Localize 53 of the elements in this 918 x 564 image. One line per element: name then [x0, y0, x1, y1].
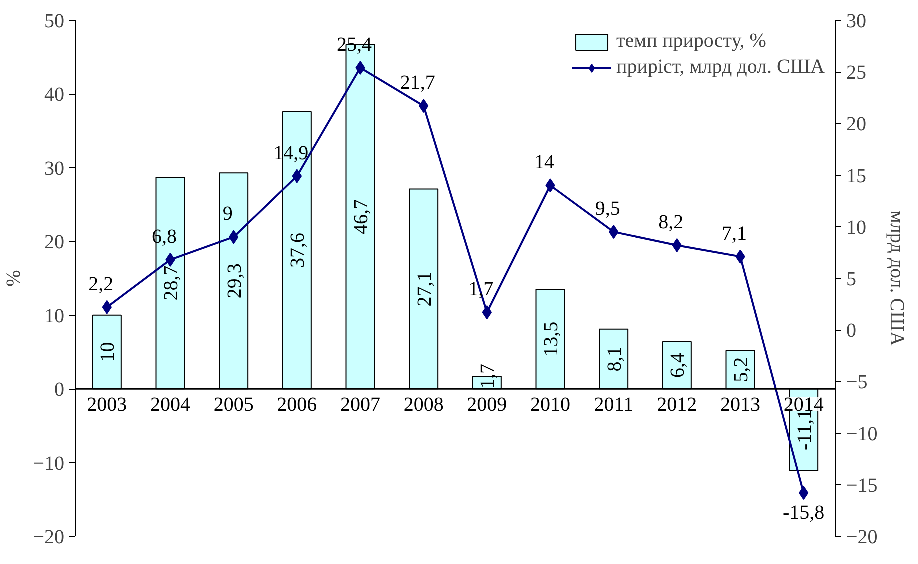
data-label: 9	[222, 203, 233, 226]
data-label: 6,4	[667, 352, 690, 378]
y-tick-label: 0	[54, 379, 64, 402]
x-tick-label: 2013	[720, 394, 760, 416]
y-tick-label: 50	[44, 10, 64, 32]
y2-tick-label: 5	[846, 268, 856, 290]
y2-tick-label: 10	[846, 216, 866, 239]
x-tick-label: 2005	[214, 394, 254, 416]
data-label: -15,8	[783, 502, 825, 524]
data-label: 5,2	[730, 357, 752, 382]
x-tick-label: 2008	[404, 394, 444, 416]
y-axis-title: %	[3, 270, 26, 287]
x-tick-label: 2007	[340, 394, 380, 416]
y-tick-label: 30	[44, 158, 64, 180]
data-label: 27,1	[414, 272, 436, 307]
data-label: 29,3	[224, 264, 246, 299]
legend-label: темп приросту, %	[616, 30, 766, 53]
data-label: 37,6	[287, 232, 310, 268]
y2-axis-title: млрд дол. США	[886, 210, 908, 347]
y2-tick-label: 15	[846, 165, 866, 188]
y-tick-label: 20	[44, 232, 64, 254]
y2-tick-label: −20	[846, 526, 878, 548]
data-label: 14	[534, 152, 554, 174]
data-label: 7,1	[722, 222, 747, 245]
data-label: 8,2	[658, 211, 684, 234]
legend-label: приріст, млрд дол. США	[616, 56, 825, 79]
data-label: 46,7	[350, 199, 372, 234]
y2-tick-label: −5	[846, 372, 868, 394]
x-tick-label: 2012	[657, 394, 698, 416]
y-tick-label: −20	[33, 526, 64, 548]
x-tick-label: 2006	[277, 394, 318, 416]
data-label: 9,5	[595, 198, 620, 220]
data-label: 10	[97, 342, 120, 362]
y-tick-label: 40	[44, 84, 64, 106]
y2-tick-label: −10	[846, 423, 878, 446]
y-tick-label: −10	[33, 452, 64, 475]
y-tick-label: 10	[44, 305, 64, 328]
x-tick-label: 2010	[530, 394, 570, 416]
data-label: -11,1	[794, 410, 816, 450]
data-label: 21,7	[400, 72, 436, 94]
data-label: 2,2	[88, 273, 114, 296]
x-tick-label: 2011	[594, 394, 634, 416]
x-tick-label: 2009	[467, 394, 508, 416]
y2-tick-label: 20	[846, 114, 866, 136]
y2-tick-label: −15	[846, 474, 878, 497]
data-label: 28,7	[160, 266, 182, 301]
x-tick-label: 2003	[87, 394, 128, 416]
y2-tick-label: 30	[846, 10, 866, 32]
y2-tick-label: 25	[846, 62, 866, 84]
x-tick-label: 2004	[150, 394, 190, 416]
data-label: 13,5	[540, 322, 562, 357]
y2-tick-label: 0	[846, 320, 856, 342]
data-label: 8,1	[604, 346, 626, 372]
